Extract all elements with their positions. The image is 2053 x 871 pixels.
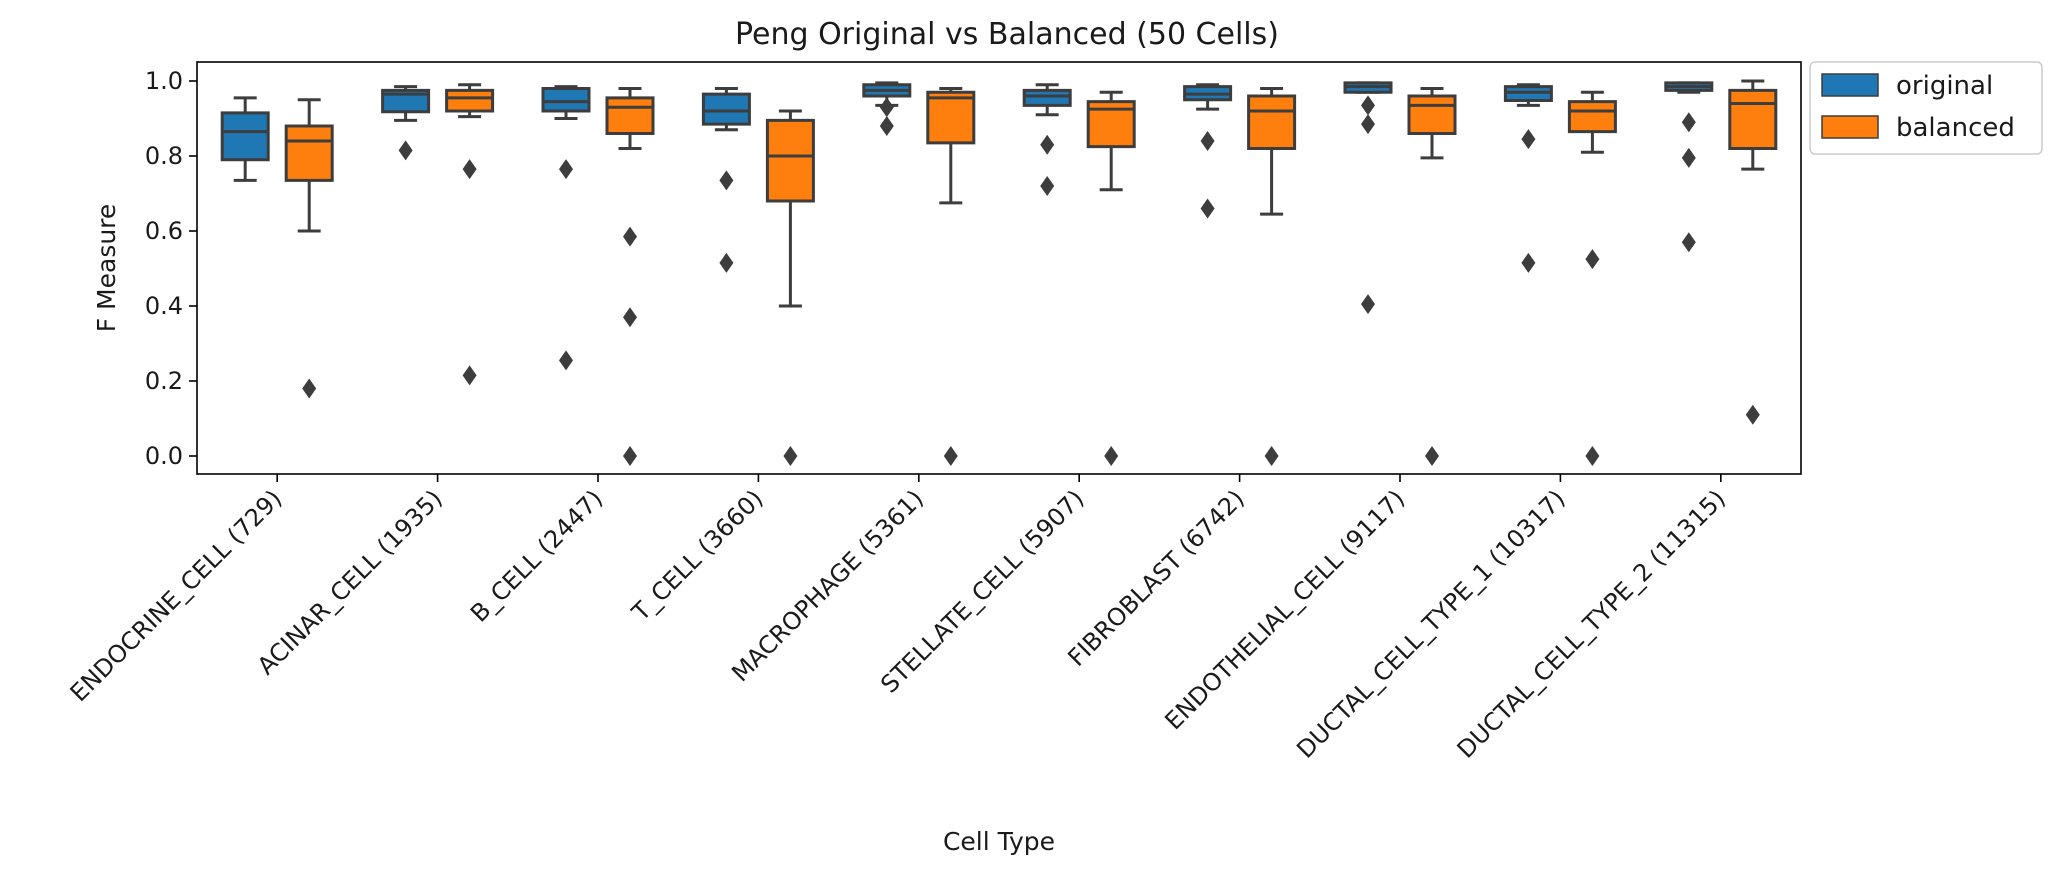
x-tick-label: DUCTAL_CELL_TYPE_1 (10317) xyxy=(1291,484,1570,763)
outlier-point xyxy=(1681,112,1696,133)
x-tick-label: FIBROBLAST (6742) xyxy=(1062,484,1249,671)
outlier-point xyxy=(1361,95,1375,116)
outlier-point xyxy=(1264,446,1279,466)
box-original-8 xyxy=(1503,83,1553,273)
y-tick-label: 0.6 xyxy=(145,217,183,245)
outlier-point xyxy=(623,446,637,466)
box-body xyxy=(284,124,334,182)
box-body xyxy=(1567,100,1617,134)
box-original-2 xyxy=(541,85,591,371)
outlier-point xyxy=(1585,446,1600,466)
box-balanced-7 xyxy=(1407,87,1457,466)
y-tick-label: 0.2 xyxy=(145,367,183,395)
y-tick-label: 1.0 xyxy=(145,67,183,95)
box-body xyxy=(541,87,591,113)
box-body xyxy=(765,118,815,203)
x-tick-label: B_CELL (2447) xyxy=(465,484,608,627)
box-body xyxy=(605,96,655,135)
outlier-point xyxy=(462,159,477,180)
box-body xyxy=(381,88,431,114)
outlier-point xyxy=(559,350,573,371)
box-layer xyxy=(220,79,1778,466)
plot-frame xyxy=(196,61,1802,475)
outlier-point xyxy=(1200,198,1215,219)
box-original-6 xyxy=(1183,83,1233,219)
outlier-point xyxy=(719,252,734,273)
chart-title: Peng Original vs Balanced (50 Cells) xyxy=(735,17,1279,52)
y-axis: 0.0 0.2 0.4 0.6 0.8 1.0 xyxy=(145,67,197,470)
outlier-point xyxy=(1521,129,1536,150)
box-balanced-0 xyxy=(284,98,334,399)
outlier-point xyxy=(623,307,637,328)
outlier-point xyxy=(623,226,637,247)
outlier-point xyxy=(1745,404,1760,425)
outlier-point xyxy=(1040,134,1055,155)
box-original-7 xyxy=(1343,81,1393,315)
box-body xyxy=(220,111,270,162)
outlier-point xyxy=(879,97,894,118)
x-tick-label: ENDOCRINE_CELL (729) xyxy=(65,484,288,707)
outlier-point xyxy=(1361,294,1375,315)
legend-label-balanced: balanced xyxy=(1896,113,2015,143)
outlier-point xyxy=(783,446,798,466)
outlier-point xyxy=(462,365,477,386)
legend-swatch-original xyxy=(1821,73,1879,97)
outlier-point xyxy=(1521,252,1536,273)
legend-swatch-balanced xyxy=(1821,115,1879,139)
outlier-point xyxy=(879,116,894,136)
y-tick-label: 0.4 xyxy=(145,292,183,320)
box-original-3 xyxy=(701,87,751,273)
outlier-point xyxy=(1040,176,1055,196)
box-balanced-9 xyxy=(1728,79,1778,425)
box-balanced-5 xyxy=(1086,90,1136,466)
outlier-point xyxy=(719,170,734,191)
box-body xyxy=(926,90,976,145)
box-original-4 xyxy=(862,81,912,136)
outlier-point xyxy=(1585,249,1600,270)
outlier-point xyxy=(943,446,958,466)
outlier-point xyxy=(1104,446,1119,466)
box-balanced-1 xyxy=(445,83,495,386)
outlier-point xyxy=(398,140,413,161)
box-original-0 xyxy=(220,96,270,182)
y-tick-label: 0.0 xyxy=(145,442,183,470)
outlier-point xyxy=(302,378,317,399)
x-axis: ENDOCRINE_CELL (729)ACINAR_CELL (1935) B_… xyxy=(65,474,1731,764)
box-balanced-3 xyxy=(765,109,815,466)
legend-label-original: original xyxy=(1896,71,1993,101)
y-axis-label: F Measure xyxy=(92,204,121,333)
y-tick-label: 0.8 xyxy=(145,142,183,170)
outlier-point xyxy=(559,159,573,180)
box-body xyxy=(1247,94,1297,150)
outlier-point xyxy=(1681,147,1696,168)
outlier-point xyxy=(1681,232,1696,253)
box-body xyxy=(1022,88,1072,107)
x-axis-label: Cell Type xyxy=(943,827,1055,856)
box-body xyxy=(701,92,751,126)
box-original-5 xyxy=(1022,83,1072,196)
box-balanced-8 xyxy=(1567,90,1617,466)
legend: original balanced xyxy=(1809,61,2043,155)
box-original-9 xyxy=(1664,81,1714,253)
x-tick-label: ACINAR_CELL (1935) xyxy=(252,484,448,680)
outlier-point xyxy=(1425,446,1439,466)
outlier-point xyxy=(1361,114,1375,135)
box-balanced-4 xyxy=(926,87,976,466)
box-body xyxy=(1728,88,1778,150)
box-balanced-6 xyxy=(1247,87,1297,466)
box-body xyxy=(1407,94,1457,135)
x-tick-label: DUCTAL_CELL_TYPE_2 (11315) xyxy=(1452,484,1731,763)
x-tick-label: T_CELL (3660) xyxy=(626,484,769,627)
outlier-point xyxy=(1200,131,1215,151)
box-balanced-2 xyxy=(605,87,655,466)
box-body xyxy=(445,88,495,113)
box-original-1 xyxy=(381,85,431,161)
